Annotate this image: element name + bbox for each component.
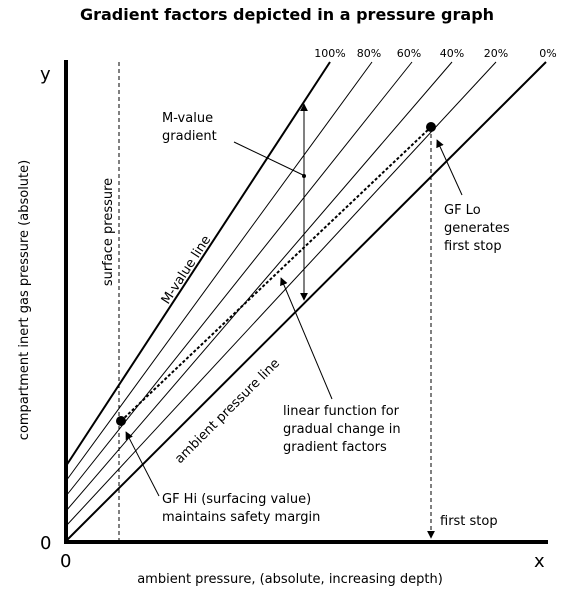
gradient-line-20 bbox=[65, 61, 497, 527]
gradient-line-100 bbox=[65, 61, 331, 467]
x-axis-letter: x bbox=[534, 551, 545, 572]
m-value-line-label: M-value line bbox=[159, 233, 214, 307]
pct-label-100: 100% bbox=[314, 47, 345, 60]
linear-function-line bbox=[120, 126, 432, 422]
gf-lo-label-2: generates bbox=[444, 221, 510, 236]
gf-hi-point bbox=[116, 416, 126, 426]
pct-label-80: 80% bbox=[357, 47, 381, 60]
linear-function-label-2: gradual change in bbox=[283, 422, 401, 437]
gf-lo-point bbox=[426, 122, 436, 132]
gf-hi-label-1: GF Hi (surfacing value) bbox=[162, 492, 311, 507]
pct-label-40: 40% bbox=[440, 47, 464, 60]
gf-lo-arrow bbox=[436, 139, 463, 196]
origin-label-y: 0 bbox=[40, 533, 51, 554]
m-value-gradient-pointer bbox=[233, 141, 304, 176]
gf-lo-label-3: first stop bbox=[444, 239, 502, 254]
x-axis-label: ambient pressure, (absolute, increasing … bbox=[137, 572, 443, 587]
diagram-title: Gradient factors depicted in a pressure … bbox=[80, 5, 494, 24]
linear-function-label-3: gradient factors bbox=[283, 440, 387, 455]
pct-label-20: 20% bbox=[484, 47, 508, 60]
pct-label-60: 60% bbox=[397, 47, 421, 60]
gf-hi-arrow bbox=[125, 431, 160, 497]
surface-pressure-label: surface pressure bbox=[101, 178, 116, 286]
y-axis-label: compartment inert gas pressure (absolute… bbox=[17, 160, 32, 440]
linear-function-arrow bbox=[280, 277, 333, 400]
gf-lo-label-1: GF Lo bbox=[444, 203, 481, 218]
gf-hi-label-2: maintains safety margin bbox=[162, 510, 320, 525]
gradient-line-0 bbox=[65, 61, 547, 542]
m-value-gradient-label-1: M-value bbox=[162, 111, 213, 126]
first-stop-label: first stop bbox=[440, 514, 498, 529]
origin-label-x: 0 bbox=[60, 551, 71, 572]
pct-label-0: 0% bbox=[539, 47, 556, 60]
y-axis-letter: y bbox=[40, 64, 51, 85]
ambient-pressure-line-label: ambient pressure line bbox=[172, 356, 283, 467]
m-value-gradient-label-2: gradient bbox=[162, 129, 217, 144]
linear-function-label-1: linear function for bbox=[283, 404, 400, 419]
gradient-line-40 bbox=[65, 61, 453, 512]
gradient-line-80 bbox=[65, 61, 373, 482]
